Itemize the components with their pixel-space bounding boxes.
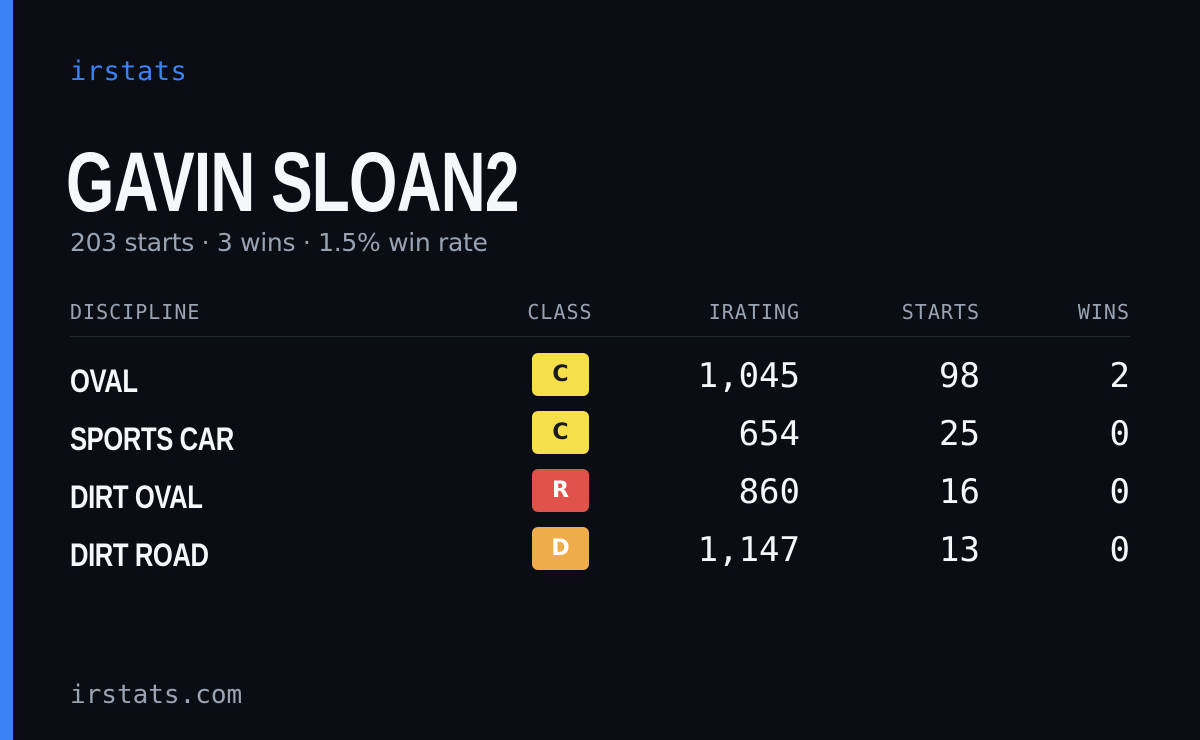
wins-value: 0 xyxy=(1109,414,1130,454)
accent-bar xyxy=(0,0,13,740)
header-starts: STARTS xyxy=(901,300,980,324)
header-wins: WINS xyxy=(1077,300,1130,324)
header-class: CLASS xyxy=(527,300,593,324)
table-header: DISCIPLINE CLASS IRATING STARTS WINS xyxy=(70,298,1130,337)
irating-value: 860 xyxy=(738,472,800,512)
wins-value: 2 xyxy=(1109,356,1130,396)
table-row: DIRT ROAD D 1,147 13 0 xyxy=(70,527,1130,585)
irating-value: 654 xyxy=(738,414,800,454)
header-irating: IRATING xyxy=(708,300,800,324)
starts-value: 13 xyxy=(939,530,980,570)
table-row: OVAL C 1,045 98 2 xyxy=(70,353,1130,411)
class-badge: R xyxy=(532,469,589,512)
table-row: SPORTS CAR C 654 25 0 xyxy=(70,411,1130,469)
wins-value: 0 xyxy=(1109,472,1130,512)
table-body: OVAL C 1,045 98 2 SPORTS CAR C 654 25 0 … xyxy=(70,353,1130,585)
footer-url: irstats.com xyxy=(70,680,243,710)
starts-value: 16 xyxy=(939,472,980,512)
header-discipline: DISCIPLINE xyxy=(70,300,201,324)
brand-logo-text: irstats xyxy=(70,56,188,87)
discipline-name: DIRT OVAL xyxy=(70,479,203,515)
driver-name: GAVIN SLOAN2 xyxy=(66,135,520,229)
driver-summary: 203 starts · 3 wins · 1.5% win rate xyxy=(70,228,488,257)
table-row: DIRT OVAL R 860 16 0 xyxy=(70,469,1130,527)
discipline-name: DIRT ROAD xyxy=(70,537,209,573)
discipline-name: OVAL xyxy=(70,363,138,399)
class-badge: D xyxy=(532,527,589,570)
irating-value: 1,147 xyxy=(697,530,800,570)
irating-value: 1,045 xyxy=(697,356,800,396)
starts-value: 25 xyxy=(939,414,980,454)
wins-value: 0 xyxy=(1109,530,1130,570)
starts-value: 98 xyxy=(939,356,980,396)
stats-table: DISCIPLINE CLASS IRATING STARTS WINS OVA… xyxy=(70,298,1130,573)
discipline-name: SPORTS CAR xyxy=(70,421,234,457)
class-badge: C xyxy=(532,411,589,454)
class-badge: C xyxy=(532,353,589,396)
